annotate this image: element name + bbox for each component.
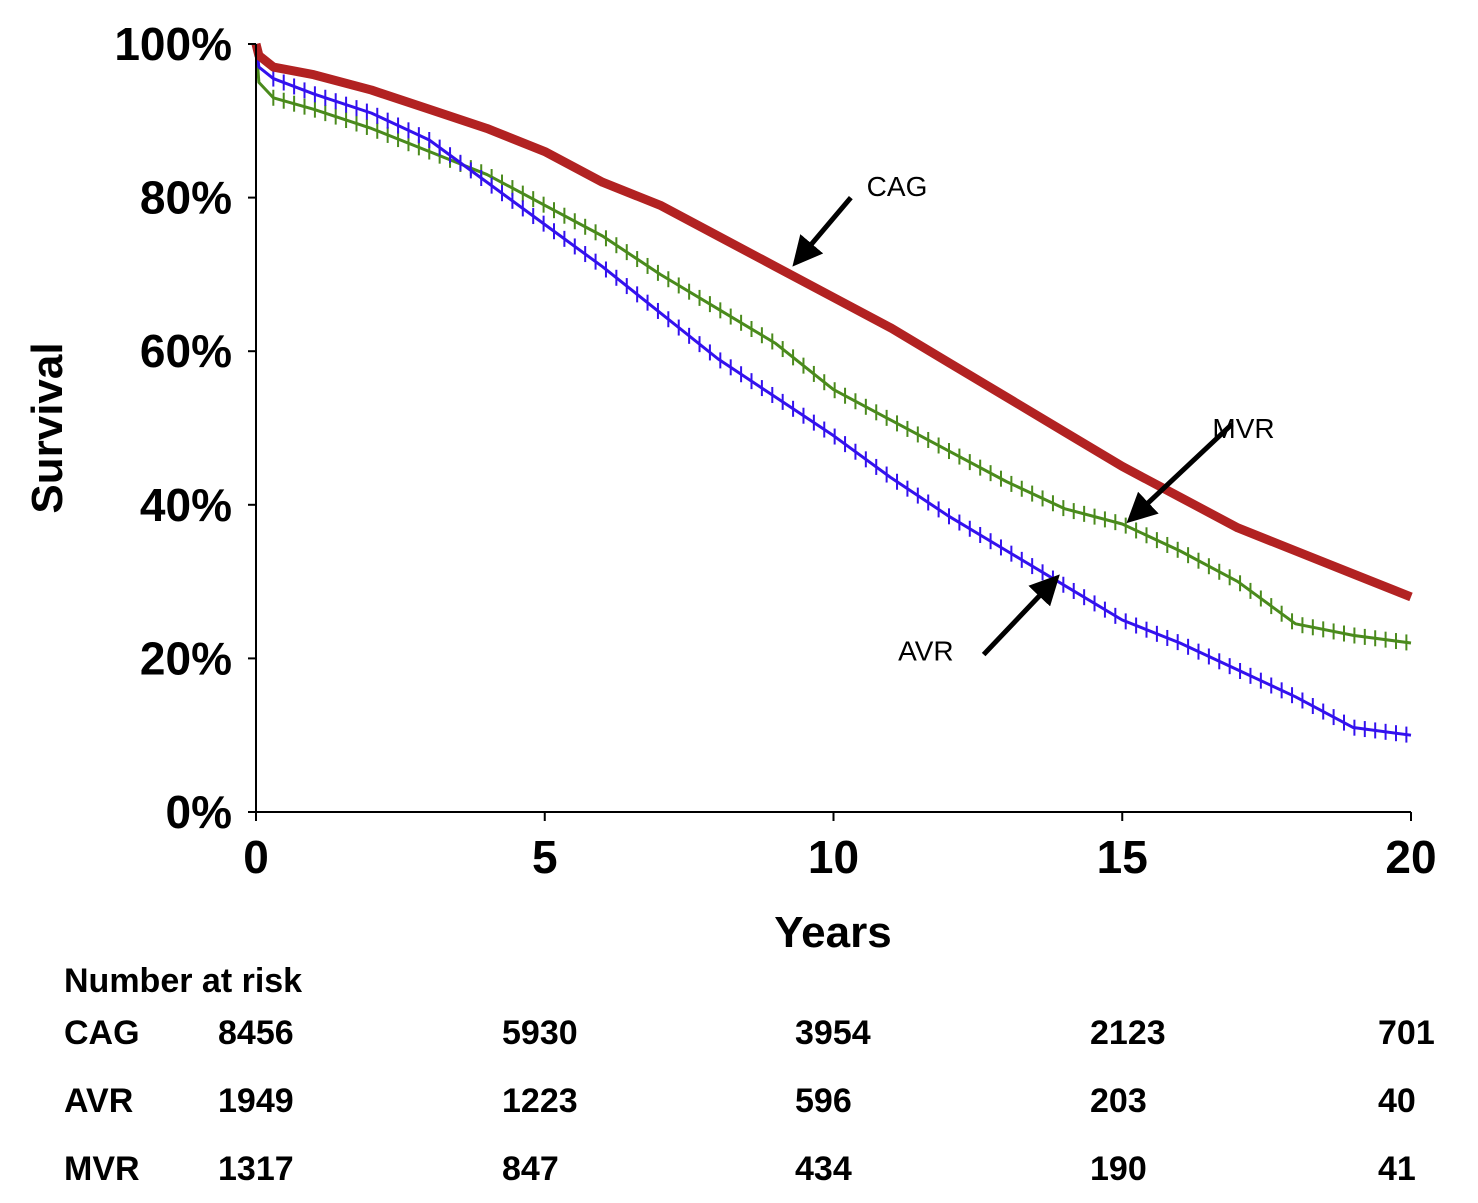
risk-cell: 8456 xyxy=(218,1014,294,1052)
risk-row-avr: AVR 1949 1223 596 203 40 xyxy=(64,1082,1416,1120)
y-tick-label: 80% xyxy=(140,172,232,224)
x-tick-label: 5 xyxy=(532,831,558,883)
survival-curve-cag xyxy=(251,42,1413,602)
risk-cell: 203 xyxy=(1090,1082,1147,1120)
annotation-label: AVR xyxy=(898,636,954,667)
y-tick-label: 0% xyxy=(166,786,232,838)
annotation-label: CAG xyxy=(867,171,928,202)
y-tick-label: 60% xyxy=(140,325,232,377)
series-avr xyxy=(254,43,1412,743)
risk-cell: 701 xyxy=(1378,1014,1435,1052)
annotation-cag: CAG xyxy=(792,171,928,267)
risk-row-mvr: MVR 1317 847 434 190 41 xyxy=(64,1150,1416,1188)
risk-cell: 847 xyxy=(502,1150,559,1188)
risk-cell: 596 xyxy=(795,1082,852,1120)
annotation-mvr: MVR xyxy=(1126,413,1275,524)
x-axis-title: Years xyxy=(774,908,891,957)
risk-cell: 3954 xyxy=(795,1014,871,1052)
annotation-label: MVR xyxy=(1212,413,1274,444)
risk-table-title: Number at risk xyxy=(64,962,302,1000)
x-ticks: 0 5 10 15 20 xyxy=(243,812,1437,883)
risk-row-label: AVR xyxy=(64,1082,133,1120)
risk-cell: 2123 xyxy=(1090,1014,1166,1052)
y-axis-title: Survival xyxy=(23,342,72,513)
x-tick-label: 20 xyxy=(1385,831,1436,883)
risk-row-label: MVR xyxy=(64,1150,140,1188)
annotation-arrow xyxy=(792,195,853,267)
x-tick-label: 10 xyxy=(808,831,859,883)
risk-cell: 40 xyxy=(1378,1082,1416,1120)
risk-cell: 190 xyxy=(1090,1150,1147,1188)
x-tick-label: 15 xyxy=(1097,831,1148,883)
risk-cell: 41 xyxy=(1378,1150,1416,1188)
risk-row-cag: CAG 8456 5930 3954 2123 701 xyxy=(64,1014,1435,1052)
censor-marks-mvr xyxy=(272,89,1408,651)
risk-cell: 1949 xyxy=(218,1082,294,1120)
risk-row-label: CAG xyxy=(64,1014,140,1052)
y-tick-label: 40% xyxy=(140,479,232,531)
x-tick-label: 0 xyxy=(243,831,269,883)
annotation-arrow xyxy=(981,574,1060,657)
annotation-avr: AVR xyxy=(898,574,1060,667)
y-ticks: 0% 20% 40% 60% 80% 100% xyxy=(114,18,256,838)
series-cag xyxy=(251,42,1413,602)
y-tick-label: 20% xyxy=(140,632,232,684)
series-layer xyxy=(251,42,1413,743)
annotation-arrow xyxy=(1126,422,1234,524)
risk-cell: 5930 xyxy=(502,1014,578,1052)
censor-marks-avr xyxy=(272,70,1408,743)
risk-cell: 434 xyxy=(795,1150,852,1188)
y-tick-label: 100% xyxy=(114,18,232,70)
risk-cell: 1223 xyxy=(502,1082,578,1120)
annotations: CAG MVR AVR xyxy=(792,171,1275,667)
number-at-risk-table: Number at risk CAG 8456 5930 3954 2123 701 AVR 1… xyxy=(64,962,1435,1188)
risk-cell: 1317 xyxy=(218,1150,294,1188)
